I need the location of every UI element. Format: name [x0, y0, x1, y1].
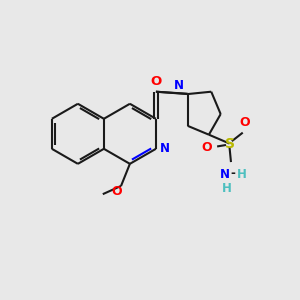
Text: O: O	[150, 75, 161, 88]
Text: S: S	[224, 136, 235, 151]
Text: N: N	[174, 79, 184, 92]
Text: O: O	[111, 185, 122, 198]
Text: H: H	[237, 168, 247, 181]
Text: N: N	[220, 168, 230, 181]
Text: H: H	[222, 182, 232, 195]
Text: -: -	[231, 167, 236, 180]
Text: O: O	[239, 116, 250, 129]
Text: N: N	[159, 142, 170, 155]
Text: O: O	[202, 141, 212, 154]
